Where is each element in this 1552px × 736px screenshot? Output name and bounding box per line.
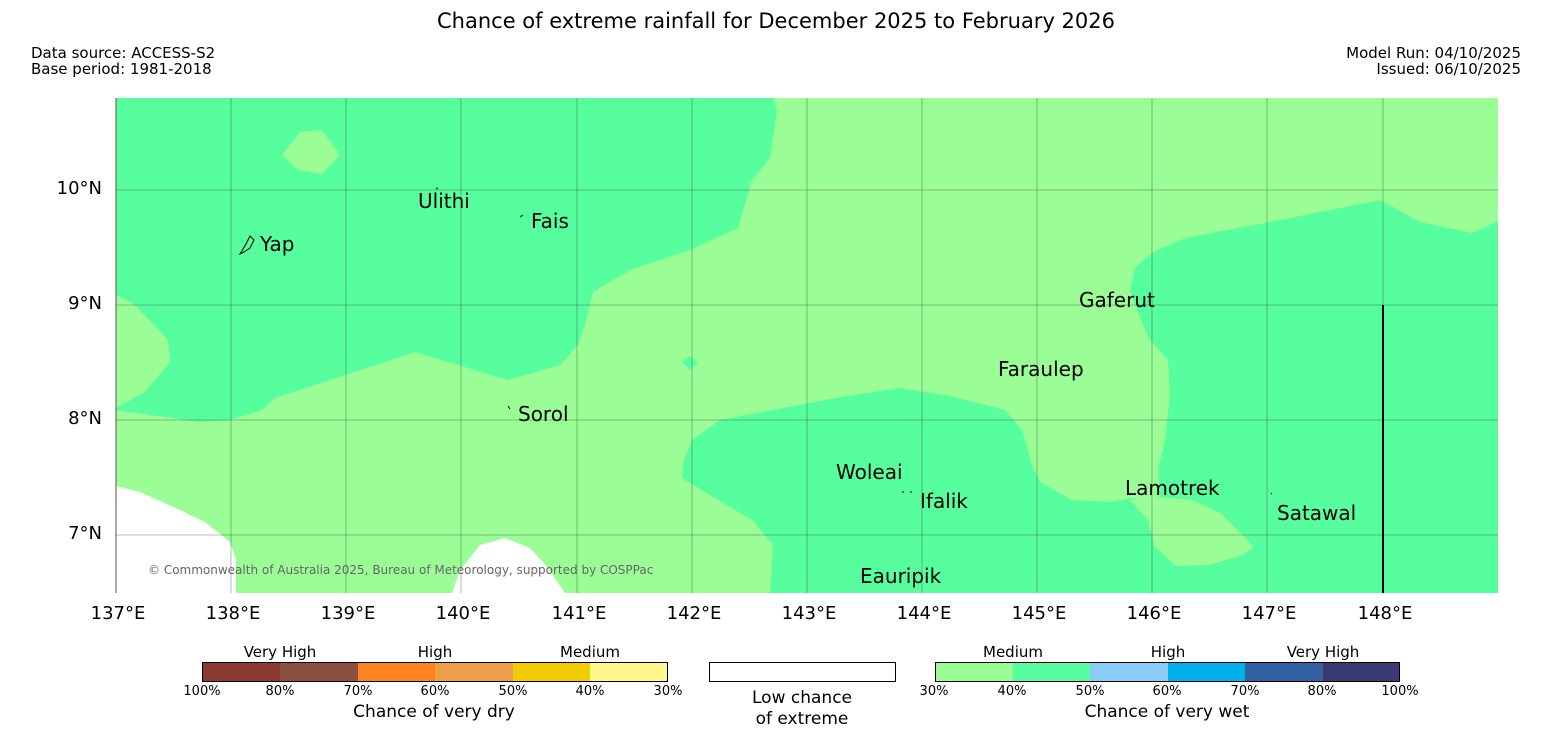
- high-region-west: [116, 98, 777, 422]
- lon-label-141e: 141°E: [551, 603, 607, 624]
- place-sorol: Sorol: [518, 402, 569, 426]
- place-labels: Yap Ulithi Fais Sorol Gaferut Faraulep W…: [259, 189, 1356, 588]
- yap-island-shape: [238, 235, 255, 256]
- place-ulithi: Ulithi: [418, 189, 470, 213]
- wet-swatch-3: [1090, 662, 1168, 682]
- wet-swatch-2: [1013, 662, 1090, 682]
- wet-tick-70: 70%: [1230, 684, 1260, 699]
- wet-tick-80: 80%: [1307, 684, 1337, 699]
- wet-swatch-5: [1245, 662, 1323, 682]
- lat-label-9n: 9°N: [68, 293, 102, 314]
- lat-label-10n: 10°N: [56, 178, 102, 199]
- dry-swatch-6: [590, 662, 668, 682]
- place-woleai: Woleai: [836, 460, 903, 484]
- dry-swatch-1: [202, 662, 280, 682]
- dry-tick-100: 100%: [183, 684, 221, 699]
- ulithi-island-shape: [435, 187, 439, 190]
- sorol-island-shape: [507, 405, 511, 410]
- model-run: Model Run: 04/10/2025: [1346, 44, 1521, 62]
- dry-category-very-high: Very High: [243, 643, 317, 661]
- map-title: Chance of extreme rainfall for December …: [437, 9, 1115, 33]
- data-source: Data source: ACCESS-S2: [31, 44, 216, 62]
- issued-date: Issued: 06/10/2025: [1376, 60, 1521, 78]
- place-ifalik: Ifalik: [920, 489, 968, 513]
- dry-swatch-2: [280, 662, 358, 682]
- map-area[interactable]: Yap Ulithi Fais Sorol Gaferut Faraulep W…: [115, 98, 1498, 593]
- wet-swatch-1: [935, 662, 1013, 682]
- lon-label-138e: 138°E: [205, 603, 261, 624]
- dry-swatch-4: [435, 662, 513, 682]
- dry-category-high: High: [417, 643, 453, 661]
- wet-tick-100: 100%: [1381, 684, 1419, 699]
- low-chance-sw: [116, 486, 236, 593]
- lat-label-7n: 7°N: [68, 523, 102, 544]
- map-gridlines: [116, 98, 1498, 593]
- fais-island-shape: [519, 214, 524, 218]
- wet-bar-frame: [935, 662, 1400, 682]
- lon-label-144e: 144°E: [896, 603, 952, 624]
- lon-label-147e: 147°E: [1241, 603, 1297, 624]
- dry-category-medium: Medium: [560, 643, 620, 661]
- low-chance-s: [452, 538, 565, 593]
- high-speck: [682, 356, 698, 370]
- wet-category-medium: Medium: [983, 643, 1043, 661]
- dry-tick-60: 60%: [420, 684, 450, 699]
- dry-legend-caption: Chance of very dry: [353, 702, 515, 722]
- place-faraulep: Faraulep: [998, 357, 1084, 381]
- copyright-notice: © Commonwealth of Australia 2025, Bureau…: [148, 563, 653, 577]
- dry-tick-30: 30%: [653, 684, 683, 699]
- lon-label-146e: 146°E: [1126, 603, 1182, 624]
- run-info: Model Run: 04/10/2025 Issued: 06/10/2025: [1346, 45, 1521, 77]
- dry-bar-frame: [202, 662, 668, 682]
- place-fais: Fais: [531, 209, 569, 233]
- low-chance-line-2: of extreme: [755, 709, 849, 729]
- lat-label-8n: 8°N: [68, 408, 102, 429]
- lon-label-145e: 145°E: [1011, 603, 1067, 624]
- medium-patch-north: [282, 130, 340, 174]
- place-eauripik: Eauripik: [860, 564, 942, 588]
- place-satawal: Satawal: [1277, 501, 1356, 525]
- place-gaferut: Gaferut: [1079, 288, 1155, 312]
- lon-label-140e: 140°E: [435, 603, 491, 624]
- wet-swatch-6: [1323, 662, 1400, 682]
- dry-tick-40: 40%: [575, 684, 605, 699]
- wet-category-very-high: Very High: [1286, 643, 1360, 661]
- satawal-island-shape: [1270, 492, 1273, 495]
- wet-category-high: High: [1150, 643, 1186, 661]
- dry-swatch-5: [513, 662, 590, 682]
- wet-legend-caption: Chance of very wet: [1084, 702, 1250, 722]
- lon-label-142e: 142°E: [666, 603, 722, 624]
- dry-tick-70: 70%: [343, 684, 373, 699]
- island-shapes: [238, 187, 1273, 495]
- place-lamotrek: Lamotrek: [1125, 476, 1220, 500]
- lon-label-143e: 143°E: [781, 603, 837, 624]
- wet-tick-60: 60%: [1152, 684, 1182, 699]
- dry-tick-80: 80%: [265, 684, 295, 699]
- low-chance-label: Low chance of extreme: [702, 688, 902, 730]
- high-region-south: [682, 200, 1498, 593]
- low-chance-swatch: [709, 662, 896, 682]
- source-info: Data source: ACCESS-S2 Base period: 1981…: [31, 45, 215, 77]
- lon-label-137e: 137°E: [90, 603, 146, 624]
- dry-swatch-3: [358, 662, 435, 682]
- wet-tick-30: 30%: [919, 684, 949, 699]
- low-chance-line-1: Low chance: [752, 688, 852, 708]
- wet-tick-40: 40%: [997, 684, 1027, 699]
- dry-tick-50: 50%: [498, 684, 528, 699]
- lon-label-139e: 139°E: [320, 603, 376, 624]
- wet-swatch-4: [1168, 662, 1245, 682]
- lon-label-148e: 148°E: [1357, 603, 1413, 624]
- place-yap: Yap: [259, 232, 294, 256]
- wet-tick-50: 50%: [1075, 684, 1105, 699]
- base-period: Base period: 1981-2018: [31, 60, 212, 78]
- medium-patch-south: [1130, 497, 1254, 566]
